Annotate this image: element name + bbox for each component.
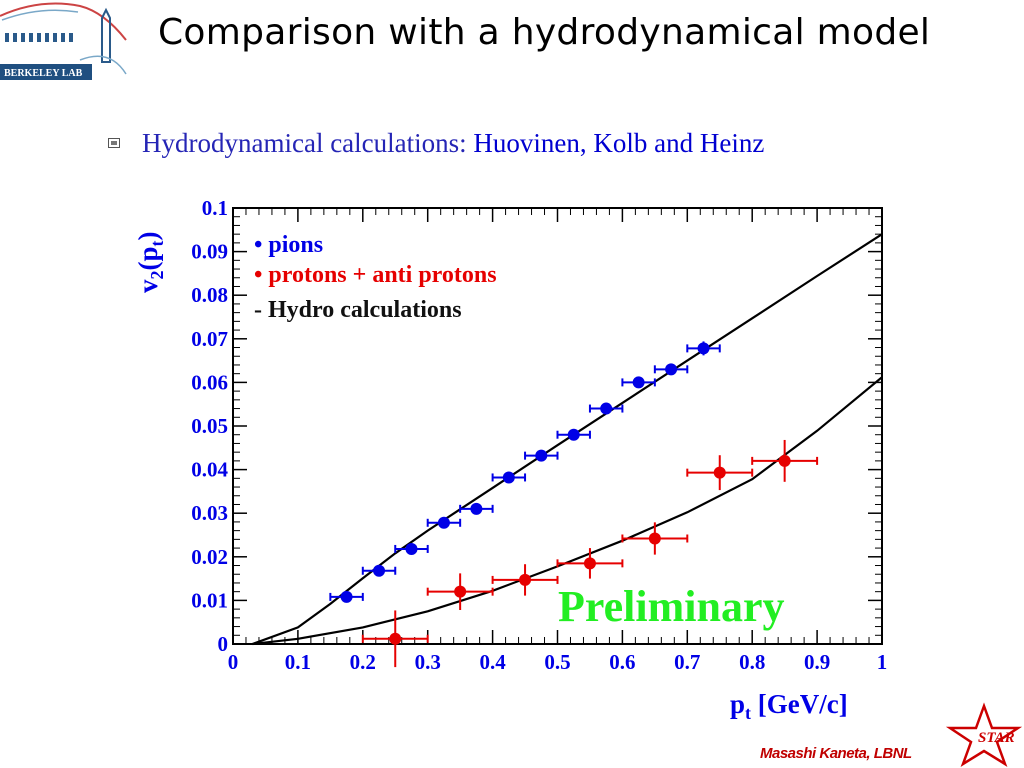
y-axis-label-sub: 2	[147, 271, 167, 280]
star-logo: STAR	[945, 702, 1023, 767]
data-point-protons-anti-protons	[686, 455, 754, 491]
point-marker	[697, 342, 710, 355]
legend: • pions • protons + anti protons - Hydro…	[254, 232, 497, 323]
point-marker	[502, 471, 515, 484]
data-point-pions	[394, 542, 429, 555]
legend-entry-protons: • protons + anti protons	[254, 262, 497, 288]
data-point-protons-anti-protons	[491, 564, 559, 596]
v2-chart: 0 0.1 0.2 0.3 0.4 0.5 0.6 0.7 0.8 0.9 1 0 0.01 0.02 0.…	[133, 196, 887, 723]
hydro-curve	[252, 233, 883, 646]
data-point-pions	[653, 363, 689, 376]
data-point-protons-anti-protons	[426, 573, 494, 610]
y-tick-label: 0.07	[191, 327, 228, 351]
point-marker	[567, 428, 580, 441]
plot-frame	[232, 207, 883, 645]
point-marker	[535, 449, 548, 462]
x-tick-label: 0.4	[479, 650, 506, 674]
preliminary-label: Preliminary	[558, 582, 784, 631]
data-point-pions	[621, 376, 656, 389]
point-marker	[373, 564, 386, 577]
point-marker	[519, 573, 532, 586]
data-point-pions	[686, 341, 721, 356]
data-point-pions	[459, 502, 494, 515]
x-tick-label: 0.8	[739, 650, 765, 674]
point-marker	[648, 532, 661, 545]
point-marker	[665, 363, 678, 376]
berkeley-lab-logo-text: BERKELEY LAB	[4, 68, 83, 79]
x-axis-label-sub: t	[745, 703, 751, 723]
data-point-pions	[361, 564, 397, 577]
data-point-pions	[524, 449, 559, 462]
point-marker	[713, 466, 726, 479]
y-tick-label: 0.1	[202, 196, 228, 220]
data-point-protons-anti-protons	[751, 439, 819, 482]
y-tick-label: 0.08	[191, 283, 228, 307]
point-marker	[470, 502, 483, 515]
footer-author: Masashi Kaneta, LBNL	[760, 745, 912, 762]
y-axis-label: v2(pt)	[133, 231, 167, 293]
x-tick-label: 0.1	[285, 650, 311, 674]
x-axis-label-main: p	[730, 689, 745, 719]
point-marker	[340, 590, 353, 603]
x-tick-label: 0.6	[609, 650, 635, 674]
bullet-text: Hydrodynamical calculations:	[142, 128, 474, 158]
y-tick-label: 0.06	[191, 370, 228, 394]
y-axis-label-main: v	[133, 279, 163, 293]
y-tick-label: 0.03	[191, 501, 228, 525]
berkeley-lab-logo: BERKELEY LAB	[0, 2, 127, 80]
y-tick-label: 0.04	[191, 458, 228, 482]
x-axis-label-unit: [GeV/c]	[751, 689, 848, 719]
x-axis-label: pt [GeV/c]	[730, 689, 848, 723]
point-marker	[405, 542, 418, 555]
data-point-protons-anti-protons	[621, 522, 689, 555]
y-tick-label: 0.02	[191, 545, 228, 569]
point-marker	[632, 376, 645, 389]
x-tick-label: 0.2	[350, 650, 376, 674]
point-marker	[454, 585, 467, 598]
x-tick-label: 0.9	[804, 650, 830, 674]
point-marker	[437, 516, 450, 529]
y-tick-label: 0	[218, 632, 229, 656]
star-logo-text: STAR	[978, 730, 1015, 746]
data-point-pions	[588, 402, 624, 415]
y-axis-label-sub-t: t	[147, 240, 167, 246]
x-tick-label: 0	[228, 650, 239, 674]
data-points	[329, 341, 819, 668]
legend-entry-hydro: - Hydro calculations	[254, 297, 462, 323]
y-tick-label: 0.01	[191, 588, 228, 612]
data-point-protons-anti-protons	[361, 610, 429, 668]
point-marker	[778, 454, 791, 467]
x-tick-label: 0.3	[415, 650, 441, 674]
legend-entry-pions: • pions	[254, 232, 323, 258]
y-tick-label: 0.09	[191, 240, 228, 264]
y-tick-label: 0.05	[191, 414, 228, 438]
y-axis-label-close: )	[133, 231, 163, 240]
x-tick-label: 0.5	[544, 650, 570, 674]
bullet-item: Hydrodynamical calculations: Huovinen, K…	[108, 128, 764, 159]
bullet-authors: Huovinen, Kolb and Heinz	[473, 128, 765, 158]
data-point-pions	[426, 516, 462, 529]
point-marker	[600, 402, 613, 415]
data-point-protons-anti-protons	[556, 548, 624, 579]
data-point-pions	[329, 590, 364, 603]
x-tick-label: 0.7	[674, 650, 700, 674]
square-bullet-icon	[108, 138, 120, 148]
x-tick-label: 1	[877, 650, 888, 674]
data-point-pions	[556, 428, 591, 441]
slide-title: Comparison with a hydrodynamical model	[158, 12, 931, 53]
data-point-pions	[491, 471, 527, 484]
y-axis-label-arg: (p	[133, 246, 163, 270]
point-marker	[389, 632, 402, 645]
tick-labels: 0 0.1 0.2 0.3 0.4 0.5 0.6 0.7 0.8 0.9 1 0 0.01 0.02 0.…	[191, 196, 887, 674]
point-marker	[583, 557, 596, 570]
